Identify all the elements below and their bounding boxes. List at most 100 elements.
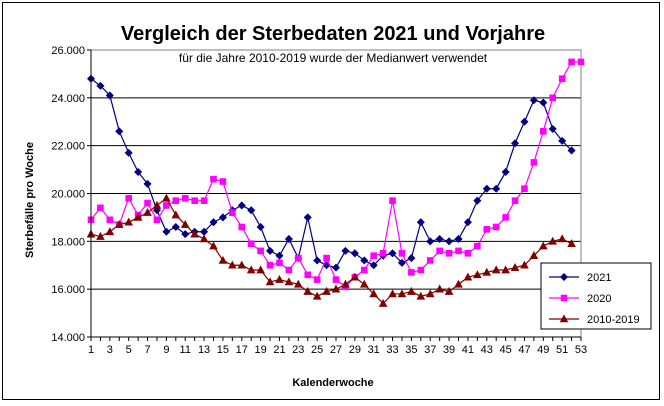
data-point (331, 284, 341, 293)
data-point (341, 246, 350, 255)
data-point (143, 208, 152, 216)
data-point (502, 214, 509, 221)
data-point (106, 216, 114, 224)
x-tick-label: 31 (368, 344, 380, 356)
y-tick-label: 26.000 (51, 45, 85, 57)
data-point (435, 284, 444, 293)
x-tick-label: 23 (292, 344, 304, 356)
data-point (199, 234, 209, 243)
data-point (417, 266, 425, 274)
data-point (124, 148, 133, 157)
x-tick-label: 11 (180, 344, 191, 356)
series-line (90, 197, 572, 305)
data-point (114, 219, 124, 228)
data-point (388, 249, 397, 258)
series-line (90, 78, 573, 269)
data-point (407, 286, 416, 295)
x-tick-label: 1 (88, 344, 94, 356)
data-point (331, 263, 341, 272)
x-tick-label: 51 (556, 344, 568, 356)
data-point (435, 234, 444, 243)
data-point (228, 260, 237, 269)
data-point (501, 265, 510, 274)
x-tick-label: 29 (349, 344, 361, 356)
x-tick-label: 39 (443, 344, 455, 356)
data-point (247, 206, 256, 215)
data-point (567, 146, 576, 155)
grid-lines (91, 49, 581, 338)
legend-label: 2010-2019 (587, 314, 640, 326)
data-point (408, 269, 415, 276)
legend-label: 2020 (587, 293, 611, 305)
data-point (312, 291, 322, 300)
x-tick-label: 49 (537, 344, 549, 356)
line-chart: Vergleich der Sterbedaten 2021 und Vorja… (24, 23, 652, 389)
data-point (492, 223, 500, 231)
data-point (454, 279, 463, 288)
x-tick-label: 3 (107, 344, 113, 356)
data-point (557, 234, 567, 243)
data-point (143, 179, 152, 188)
data-point (491, 265, 501, 274)
legend-label: 2021 (587, 272, 611, 284)
data-point (229, 209, 236, 216)
x-tick-label: 19 (254, 344, 266, 356)
data-point (134, 167, 143, 176)
data-point (539, 241, 548, 250)
data-point (247, 240, 255, 248)
x-tick-label: 17 (236, 344, 248, 356)
data-point (162, 193, 171, 202)
data-point (180, 219, 190, 228)
data-point (568, 58, 575, 66)
chart-subtitle: für die Jahre 2010-2019 wurde der Median… (179, 51, 488, 65)
data-point (294, 279, 303, 288)
data-point (256, 222, 265, 232)
y-tick-label: 18.000 (51, 236, 85, 248)
x-tick-label: 53 (575, 344, 587, 356)
y-tick-label: 22.000 (51, 141, 85, 153)
data-point (426, 257, 434, 264)
legend-box (540, 262, 652, 330)
data-point (313, 276, 321, 283)
data-point (265, 277, 275, 286)
data-point (350, 249, 359, 258)
data-point (548, 236, 558, 245)
x-tick-label: 9 (163, 344, 169, 356)
x-tick-label: 37 (424, 344, 436, 356)
data-point (436, 247, 443, 255)
axes: 14.000 16.000 18.000 20.000 22.000 24.000 26.0… (51, 45, 587, 356)
data-point (464, 249, 472, 257)
data-point (190, 229, 199, 238)
data-point (266, 246, 275, 255)
data-point (501, 167, 510, 176)
data-point (304, 271, 312, 279)
data-point (463, 218, 472, 227)
data-point (246, 265, 256, 274)
data-point (295, 254, 302, 262)
data-point (341, 279, 350, 288)
data-point (549, 94, 557, 102)
data-point (397, 289, 407, 298)
data-point (219, 178, 227, 185)
data-point (483, 226, 491, 233)
x-axis-label: Kalenderwoche (292, 377, 373, 389)
chart-frame: Vergleich der Sterbedaten 2021 und Vorja… (2, 2, 660, 400)
series-2010-2019 (86, 193, 576, 307)
legend-item: 2020 (549, 293, 611, 305)
legend-item: 2021 (549, 272, 611, 284)
chart-title: Vergleich der Sterbedaten 2021 und Vorja… (121, 23, 545, 45)
x-tick-label: 41 (462, 344, 474, 356)
data-point (96, 231, 105, 240)
y-tick-label: 20.000 (51, 189, 85, 201)
data-point (482, 184, 491, 193)
y-axis-label: Sterbefälle pro Woche (24, 142, 36, 258)
legend-marker (559, 314, 569, 323)
data-point (511, 139, 520, 148)
data-point (520, 260, 529, 269)
data-point (577, 58, 585, 66)
data-point (303, 213, 312, 222)
data-point (153, 216, 161, 224)
data-point (445, 249, 453, 257)
x-tick-label: 7 (144, 344, 150, 356)
data-point (200, 197, 208, 204)
